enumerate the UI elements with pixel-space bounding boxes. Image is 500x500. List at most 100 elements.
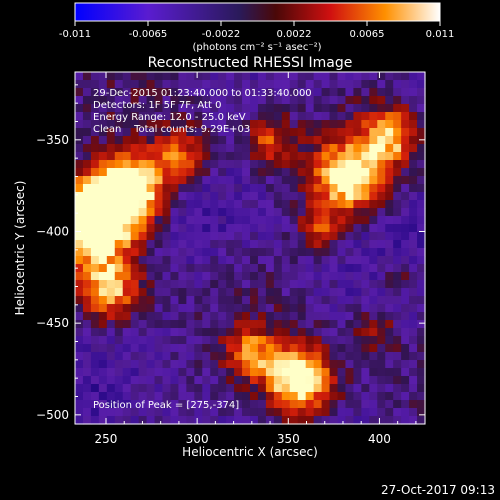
- heatmap-cell: [297, 176, 307, 185]
- heatmap-cell: [226, 392, 235, 401]
- heatmap-cell: [138, 280, 148, 289]
- heatmap-cell: [170, 360, 179, 369]
- heatmap-cell: [146, 256, 156, 265]
- heatmap-cell: [337, 96, 347, 105]
- heatmap-cell: [234, 312, 243, 321]
- heatmap-cell: [82, 272, 92, 281]
- heatmap-cell: [353, 376, 362, 385]
- heatmap-cell: [369, 112, 378, 121]
- heatmap-cell: [345, 224, 354, 233]
- heatmap-cell: [154, 336, 164, 345]
- heatmap-cell: [114, 96, 124, 105]
- heatmap-cell: [345, 336, 354, 345]
- heatmap-cell: [265, 384, 275, 393]
- heatmap-cell: [146, 128, 156, 137]
- heatmap-cell: [329, 112, 339, 121]
- heatmap-cell: [409, 304, 418, 313]
- heatmap-cell: [377, 176, 386, 185]
- heatmap-cell: [194, 408, 203, 417]
- heatmap-cell: [289, 256, 299, 265]
- heatmap-cell: [154, 128, 164, 137]
- heatmap-cell: [138, 368, 148, 377]
- heatmap-cell: [321, 272, 331, 281]
- heatmap-cell: [377, 320, 386, 329]
- heatmap-cell: [297, 304, 307, 313]
- heatmap-cell: [313, 304, 323, 313]
- heatmap-cell: [305, 112, 315, 121]
- heatmap-cell: [289, 272, 299, 281]
- heatmap-cell: [146, 392, 156, 401]
- heatmap-cell: [106, 208, 116, 217]
- heatmap-cell: [170, 264, 179, 273]
- heatmap-cell: [353, 408, 362, 417]
- heatmap-cell: [369, 320, 378, 329]
- heatmap-cell: [186, 328, 195, 337]
- heatmap-cell: [210, 296, 219, 305]
- heatmap-cell: [313, 392, 323, 401]
- heatmap-cell: [393, 184, 402, 193]
- heatmap-cell: [82, 216, 92, 225]
- heatmap-cell: [321, 312, 331, 321]
- heatmap-cell: [186, 120, 195, 129]
- heatmap-cell: [273, 264, 283, 273]
- heatmap-cell: [329, 344, 339, 353]
- heatmap-cell: [337, 120, 347, 129]
- heatmap-cell: [162, 208, 172, 217]
- heatmap-cell: [273, 96, 283, 105]
- heatmap-cell: [186, 392, 195, 401]
- heatmap-cell: [409, 168, 418, 177]
- heatmap-cell: [178, 400, 187, 409]
- heatmap-cell: [82, 264, 92, 273]
- heatmap-cell: [265, 336, 275, 345]
- heatmap-cell: [401, 384, 410, 393]
- heatmap-cell: [361, 288, 370, 297]
- heatmap-cell: [242, 192, 251, 201]
- heatmap-cell: [98, 160, 108, 169]
- heatmap-cell: [337, 200, 347, 209]
- heatmap-cell: [377, 184, 386, 193]
- heatmap-cell: [138, 224, 148, 233]
- heatmap-cell: [257, 352, 267, 361]
- heatmap-cell: [337, 128, 347, 137]
- heatmap-cell: [409, 176, 418, 185]
- heatmap-cell: [202, 176, 211, 185]
- heatmap-cell: [369, 224, 378, 233]
- heatmap-cell: [337, 408, 347, 417]
- heatmap-cell: [114, 280, 124, 289]
- heatmap-cell: [417, 224, 426, 233]
- heatmap-cell: [122, 264, 132, 273]
- heatmap-cell: [98, 80, 108, 89]
- heatmap-cell: [146, 96, 156, 105]
- heatmap-cell: [265, 392, 275, 401]
- heatmap-cell: [369, 360, 378, 369]
- heatmap-cell: [75, 392, 84, 401]
- heatmap-cell: [361, 296, 370, 305]
- heatmap-cell: [265, 352, 275, 361]
- heatmap-cell: [257, 264, 267, 273]
- heatmap-cell: [130, 112, 140, 121]
- heatmap-cell: [401, 296, 410, 305]
- heatmap-cell: [393, 368, 402, 377]
- heatmap-cell: [281, 232, 291, 241]
- heatmap-cell: [393, 312, 402, 321]
- heatmap-cell: [178, 208, 187, 217]
- heatmap-cell: [242, 320, 251, 329]
- heatmap-cell: [210, 400, 219, 409]
- heatmap-cell: [273, 176, 283, 185]
- heatmap-cell: [401, 336, 410, 345]
- heatmap-cell: [202, 304, 211, 313]
- heatmap-cell: [401, 192, 410, 201]
- heatmap-cell: [281, 136, 291, 145]
- heatmap-cell: [82, 344, 92, 353]
- heatmap-cell: [90, 312, 100, 321]
- heatmap-cell: [353, 416, 362, 425]
- heatmap-cell: [337, 168, 347, 177]
- heatmap-cell: [369, 312, 378, 321]
- heatmap-cell: [401, 240, 410, 249]
- heatmap-cell: [82, 256, 92, 265]
- heatmap-cell: [122, 200, 132, 209]
- heatmap-cell: [401, 248, 410, 257]
- heatmap-cell: [242, 416, 251, 425]
- heatmap-cell: [250, 344, 259, 353]
- heatmap-cell: [154, 248, 164, 257]
